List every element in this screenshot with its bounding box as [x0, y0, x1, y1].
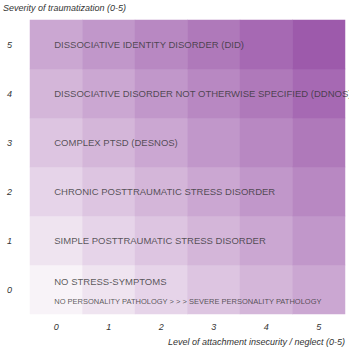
- svg-text:COMPLEX PTSD (DESNOS): COMPLEX PTSD (DESNOS): [54, 137, 178, 148]
- svg-text:4: 4: [264, 322, 269, 332]
- svg-text:NO PERSONALITY PATHOLOGY > > >: NO PERSONALITY PATHOLOGY > > > SEVERE PE…: [54, 297, 321, 306]
- svg-text:5: 5: [7, 40, 13, 50]
- svg-text:2: 2: [6, 187, 12, 197]
- svg-text:1: 1: [7, 236, 12, 246]
- svg-text:SIMPLE POSTTRAUMATIC STRESS DI: SIMPLE POSTTRAUMATIC STRESS DISORDER: [54, 235, 266, 246]
- svg-text:3: 3: [7, 138, 12, 148]
- svg-text:Level of attachment insecurity: Level of attachment insecurity / neglect…: [168, 337, 345, 347]
- svg-text:5: 5: [316, 322, 322, 332]
- svg-text:DISSOCIATIVE DISORDER NOT OTHE: DISSOCIATIVE DISORDER NOT OTHERWISE SPEC…: [54, 88, 349, 99]
- svg-text:3: 3: [211, 322, 216, 332]
- svg-text:CHRONIC POSTTRAUMATIC STRESS D: CHRONIC POSTTRAUMATIC STRESS DISORDER: [54, 186, 275, 197]
- svg-text:0: 0: [54, 322, 59, 332]
- svg-text:0: 0: [7, 285, 12, 295]
- svg-text:Severity of traumatization (0-: Severity of traumatization (0-5): [3, 3, 126, 13]
- svg-text:2: 2: [158, 322, 164, 332]
- svg-text:DISSOCIATIVE IDENTITY DISORDER: DISSOCIATIVE IDENTITY DISORDER (DID): [54, 39, 244, 50]
- svg-text:1: 1: [106, 322, 111, 332]
- svg-text:4: 4: [7, 89, 12, 99]
- svg-text:NO STRESS-SYMPTOMS: NO STRESS-SYMPTOMS: [54, 276, 166, 287]
